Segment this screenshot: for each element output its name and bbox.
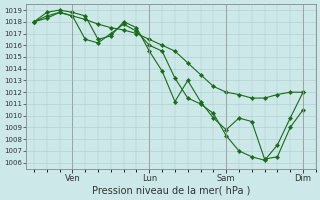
X-axis label: Pression niveau de la mer( hPa ): Pression niveau de la mer( hPa ) bbox=[92, 186, 250, 196]
